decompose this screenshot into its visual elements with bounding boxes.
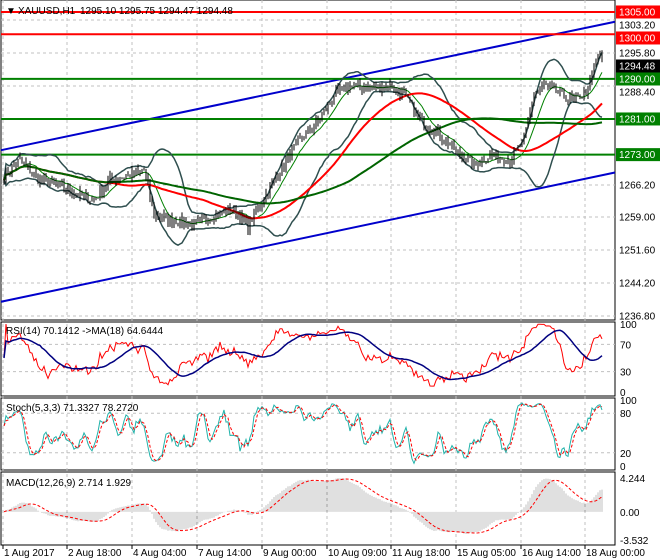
channel-upper-line bbox=[0, 20, 616, 152]
stoch-axis-label: 80 bbox=[620, 409, 632, 420]
level-label: 1305.00 bbox=[619, 7, 656, 18]
stoch-title: Stoch(5,3,3) 71.3327 78.2720 bbox=[6, 403, 139, 414]
rsi-axis-label: 70 bbox=[620, 340, 632, 351]
macd-axis-label: -3.532 bbox=[620, 536, 649, 547]
time-axis-label: 7 Aug 14:00 bbox=[198, 548, 252, 559]
time-axis-label: 15 Aug 05:00 bbox=[457, 548, 516, 559]
price-axis-label: 1236.80 bbox=[619, 312, 656, 323]
rsi-ma-line bbox=[3, 329, 603, 381]
level-label: 1273.00 bbox=[619, 150, 656, 161]
chart-header-arrow-icon[interactable]: ▼ bbox=[6, 6, 16, 17]
symbol-label: XAUUSD,H1 bbox=[18, 6, 76, 17]
rsi-axis-label: 100 bbox=[620, 320, 637, 331]
price-axis-label: 1295.80 bbox=[619, 48, 656, 59]
level-label-box bbox=[616, 31, 660, 45]
level-label-box bbox=[616, 5, 660, 19]
stoch-axis-label: 0 bbox=[620, 462, 626, 473]
panel-frame bbox=[0, 397, 616, 471]
last-price-label: 1294.48 bbox=[619, 61, 656, 72]
price-axis-label: 1244.20 bbox=[619, 279, 656, 290]
stoch-panel bbox=[1, 402, 615, 465]
ohlc-label: 1295.10 1295.75 1294.47 1294.48 bbox=[80, 6, 233, 17]
macd-axis-label: 4.244 bbox=[620, 474, 645, 485]
level-label-box bbox=[616, 148, 660, 162]
bollinger-lower-line bbox=[3, 90, 603, 246]
time-axis-label: 2 Aug 18:00 bbox=[68, 548, 122, 559]
axes: 1 Aug 2017 2 Aug 18:00 4 Aug 04:00 7 Aug 14… bbox=[2, 5, 660, 559]
time-axis-label: 9 Aug 00:00 bbox=[263, 548, 317, 559]
ma-green-line bbox=[3, 117, 603, 205]
rsi-axis-label: 0 bbox=[620, 388, 626, 399]
macd-title: MACD(12,26,9) 2.714 1.929 bbox=[6, 478, 132, 489]
time-axis-label: 1 Aug 2017 bbox=[4, 548, 55, 559]
stoch-axis-label: 100 bbox=[620, 396, 637, 407]
rsi-axis-label: 30 bbox=[620, 368, 632, 379]
price-panel bbox=[0, 10, 616, 303]
time-axis-label: 4 Aug 04:00 bbox=[133, 548, 187, 559]
panel-frame bbox=[0, 321, 616, 397]
time-axis-label: 11 Aug 18:00 bbox=[392, 548, 451, 559]
level-label: 1290.00 bbox=[619, 74, 656, 85]
macd-axis-label: 0.00 bbox=[620, 508, 640, 519]
rsi-line bbox=[3, 323, 603, 387]
level-label: 1281.00 bbox=[619, 114, 656, 125]
stoch-signal-line bbox=[3, 403, 603, 462]
time-axis-label: 16 Aug 14:00 bbox=[522, 548, 581, 559]
bollinger-upper-line bbox=[3, 52, 603, 217]
time-axis-label: 10 Aug 09:00 bbox=[328, 548, 387, 559]
price-axis-label: 1251.60 bbox=[619, 246, 656, 257]
rsi-title: RSI(14) 70.1412 ->MA(18) 64.6444 bbox=[6, 326, 163, 337]
rsi-panel bbox=[1, 323, 615, 387]
level-label-box bbox=[616, 72, 660, 86]
macd-signal-line bbox=[3, 478, 603, 534]
panel-frame bbox=[0, 0, 616, 321]
panel-frame bbox=[0, 471, 616, 546]
price-axis-label: 1288.40 bbox=[619, 87, 656, 98]
price-axis-label: 1303.20 bbox=[619, 20, 656, 31]
price-axis-label: 1266.20 bbox=[619, 180, 656, 191]
macd-panel bbox=[3, 478, 603, 535]
last-price-label-box bbox=[616, 59, 660, 73]
level-label-box bbox=[616, 112, 660, 126]
price-axis-label: 1259.00 bbox=[619, 213, 656, 224]
level-label: 1300.00 bbox=[619, 33, 656, 44]
stoch-axis-label: 20 bbox=[620, 449, 632, 460]
time-axis-label: 18 Aug 00:00 bbox=[586, 548, 645, 559]
channel-lower-line bbox=[0, 171, 616, 303]
grid bbox=[0, 0, 616, 546]
